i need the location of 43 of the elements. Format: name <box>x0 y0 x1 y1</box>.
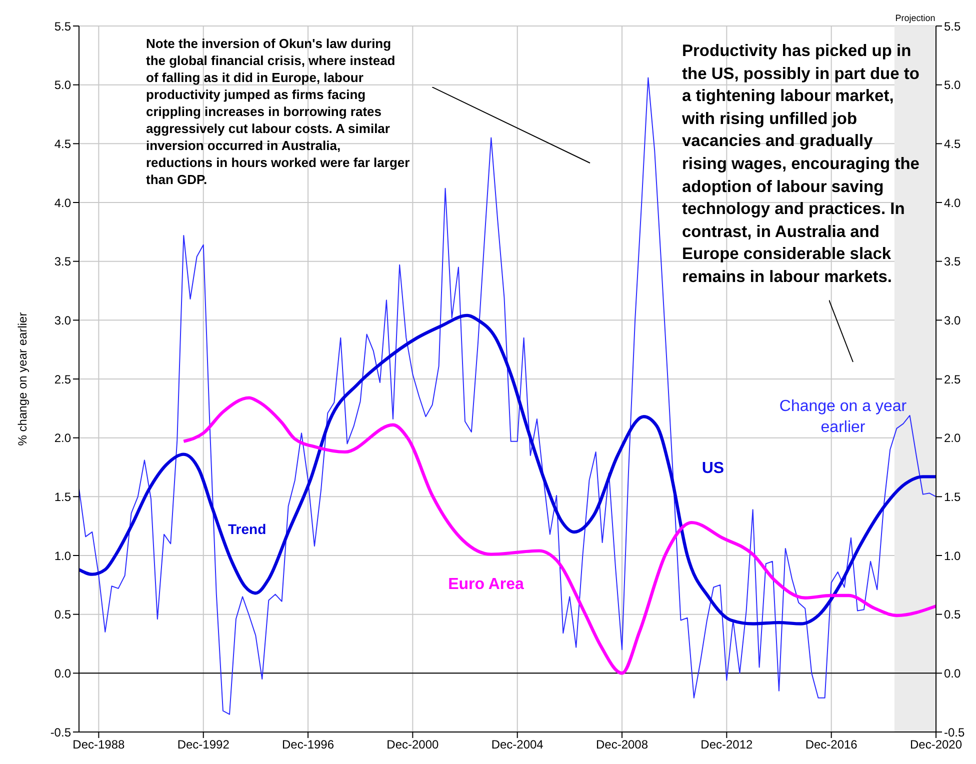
x-tick-label: Dec-2020 <box>910 738 962 752</box>
series-label: Change on a year earlier <box>778 397 908 438</box>
y-tick-label: 0.5 <box>54 608 72 622</box>
y2-tick-label: 0.5 <box>944 608 962 622</box>
x-tick-label: Dec-2012 <box>700 738 754 752</box>
y2-tick-label: 5.5 <box>944 19 962 34</box>
y-tick-label: 3.0 <box>54 313 72 328</box>
y-tick-label: 1.5 <box>54 490 72 504</box>
y-tick-label: 4.0 <box>54 196 72 210</box>
x-tick-label: Dec-2008 <box>596 738 648 752</box>
y2-tick-label: 4.5 <box>944 136 962 151</box>
text: Note the inversion of Okun's law during the global financial crisis, where instead of falling as it did in Europe, labour productivity jumped as firms facing crippling increases in borrowing rates aggressively cut labour costs. A similar inversion occurred in Australia, reductions in hours worked were far larger than GDP. <box>146 36 410 187</box>
y2-tick-label: 3.0 <box>944 313 962 328</box>
x-tick-label: Dec-2000 <box>386 738 440 752</box>
y-axis-title: % change on year earlier <box>15 312 30 446</box>
y2-tick-label: 1.0 <box>944 548 962 563</box>
y-tick-label: 5.5 <box>54 19 72 34</box>
y2-tick-label: 1.5 <box>944 490 962 504</box>
series-label: Euro Area <box>447 575 525 595</box>
annotation: Trend <box>228 520 268 538</box>
y-tick-label: 4.5 <box>54 136 72 151</box>
y-tick-label: 3.5 <box>54 254 72 269</box>
y2-tick-label: 0.0 <box>944 666 962 680</box>
x-tick-label: Dec-1988 <box>72 738 126 752</box>
y2-tick-label: 5.0 <box>944 78 962 92</box>
y-tick-label: -0.5 <box>50 725 72 740</box>
x-tick-label: Dec-2004 <box>491 738 544 752</box>
y-tick-label: 0.0 <box>54 666 72 680</box>
y2-tick-label: 4.0 <box>944 196 962 210</box>
series-label: US <box>700 459 726 479</box>
text: Productivity has picked up in the US, possibly in part due to a tightening labour market, with rising unfilled job vacancies and gradually rising wages, encouraging the adoption of labour saving technology and practices. In contrast, in Australia and Europe considerable slack remains in labour markets. <box>682 42 920 286</box>
band-label: Projection <box>895 13 936 23</box>
y-tick-label: 2.0 <box>54 431 72 446</box>
x-tick-label: Dec-1992 <box>177 738 230 752</box>
y-tick-label: 5.0 <box>54 78 72 92</box>
x-tick-label: Dec-2016 <box>805 738 858 752</box>
y2-tick-label: 2.0 <box>944 431 962 446</box>
y2-tick-label: -0.5 <box>944 725 966 740</box>
y-tick-label: 1.0 <box>54 548 72 563</box>
y2-tick-label: 2.5 <box>944 372 962 386</box>
x-tick-label: Dec-1996 <box>282 738 334 752</box>
y2-tick-label: 3.5 <box>944 254 962 269</box>
y-tick-label: 2.5 <box>54 372 72 386</box>
